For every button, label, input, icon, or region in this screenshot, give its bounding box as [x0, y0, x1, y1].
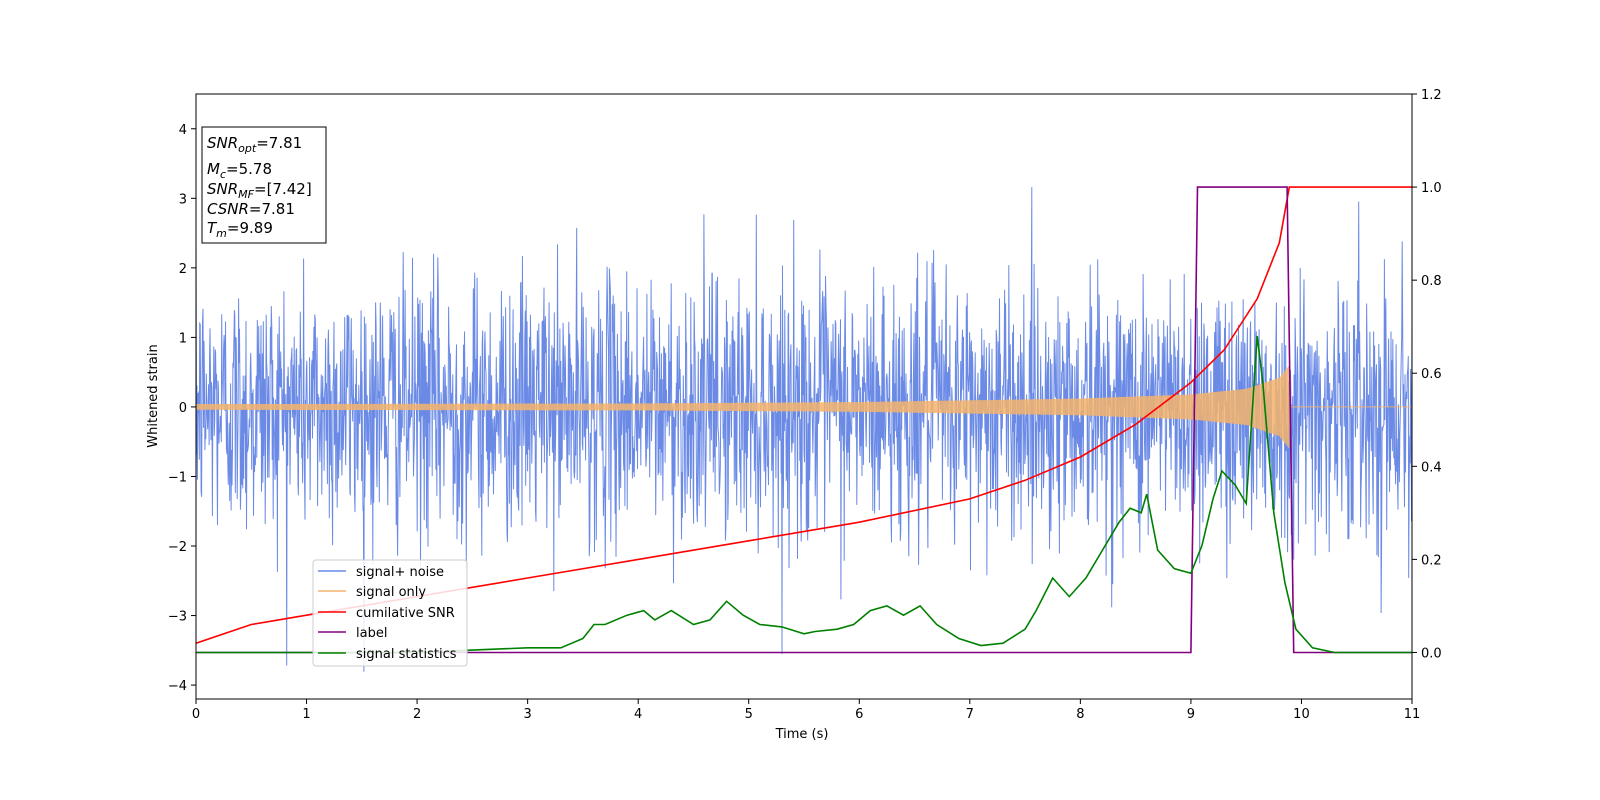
y-right-tick-label: 0.0 — [1421, 646, 1442, 661]
x-tick-label: 2 — [413, 707, 421, 722]
y-left-tick-label: 1 — [179, 331, 187, 346]
y-left-axis-ticks: 4 3 2 1 0 −1 −2 −3 −4 — [168, 123, 196, 694]
x-tick-label: 4 — [634, 707, 642, 722]
x-tick-label: 7 — [966, 707, 974, 722]
x-tick-label: 1 — [302, 707, 310, 722]
x-tick-label: 5 — [745, 707, 753, 722]
y-left-tick-label: 0 — [179, 401, 187, 416]
label-line — [196, 186, 1412, 654]
x-axis-label: Time (s) — [775, 727, 829, 742]
y-right-tick-label: 0.2 — [1421, 553, 1442, 568]
x-tick-label: 8 — [1076, 707, 1084, 722]
x-tick-label: 3 — [523, 707, 531, 722]
series-signal-plus-noise — [196, 187, 1412, 672]
signal-plus-noise-line — [196, 187, 1412, 672]
legend: signal+ noise signal only cumilative SNR… — [312, 559, 468, 667]
signal-statistics-line — [196, 335, 1412, 654]
plot-frame — [195, 93, 1413, 700]
y-right-axis-ticks: 1.2 1.0 0.8 0.6 0.4 0.2 0.0 — [1412, 88, 1442, 661]
y-right-tick-label: 0.6 — [1421, 367, 1442, 382]
annotation-box: SNRopt=7.81 Mc=5.78 SNRMF=[7.42] CSNR=7.… — [201, 126, 327, 244]
svg-text:signal+ noise: signal+ noise — [356, 565, 444, 580]
y-right-tick-label: 1.2 — [1421, 88, 1442, 103]
annotation-snr-opt: SNRopt=7.81 — [207, 134, 302, 155]
y-left-tick-label: −1 — [168, 470, 187, 485]
x-tick-label: 9 — [1187, 707, 1195, 722]
svg-text:cumilative SNR: cumilative SNR — [356, 606, 455, 621]
svg-text:signal statistics: signal statistics — [356, 647, 457, 662]
y-left-tick-label: 2 — [179, 262, 187, 277]
y-left-tick-label: −2 — [168, 540, 187, 555]
svg-text:signal only: signal only — [356, 585, 426, 600]
series-signal-only — [196, 366, 1412, 449]
signal-only-line — [196, 366, 1412, 449]
y-axis-label: Whitened strain — [146, 344, 161, 447]
x-tick-label: 0 — [192, 707, 200, 722]
y-right-tick-label: 0.4 — [1421, 460, 1442, 475]
legend-item-signal-plus-noise: signal+ noise — [318, 565, 444, 580]
annotation-mc: Mc=5.78 — [207, 160, 272, 181]
y-right-tick-label: 1.0 — [1421, 181, 1442, 196]
x-tick-label: 11 — [1404, 707, 1421, 722]
x-tick-label: 6 — [855, 707, 863, 722]
annotation-csnr: CSNR=7.81 — [207, 200, 295, 218]
y-left-tick-label: 3 — [179, 192, 187, 207]
legend-item-cumulative-snr: cumilative SNR — [318, 606, 455, 621]
annotation-snr-mf: SNRMF=[7.42] — [207, 180, 312, 201]
y-right-tick-label: 0.8 — [1421, 274, 1442, 289]
legend-item-label: label — [318, 626, 387, 641]
svg-text:label: label — [356, 626, 387, 641]
annotation-tm: Tm=9.89 — [207, 219, 273, 240]
y-left-tick-label: 4 — [179, 123, 187, 138]
x-tick-label: 10 — [1293, 707, 1310, 722]
x-axis-ticks: 0 1 2 3 4 5 6 7 8 9 10 11 — [192, 699, 1420, 722]
y-left-tick-label: −4 — [168, 679, 187, 694]
y-left-tick-label: −3 — [168, 610, 187, 625]
legend-item-signal-only: signal only — [318, 585, 426, 600]
legend-item-signal-statistics: signal statistics — [318, 647, 457, 662]
